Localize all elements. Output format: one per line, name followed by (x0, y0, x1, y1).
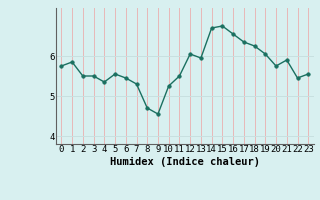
X-axis label: Humidex (Indice chaleur): Humidex (Indice chaleur) (110, 157, 260, 167)
